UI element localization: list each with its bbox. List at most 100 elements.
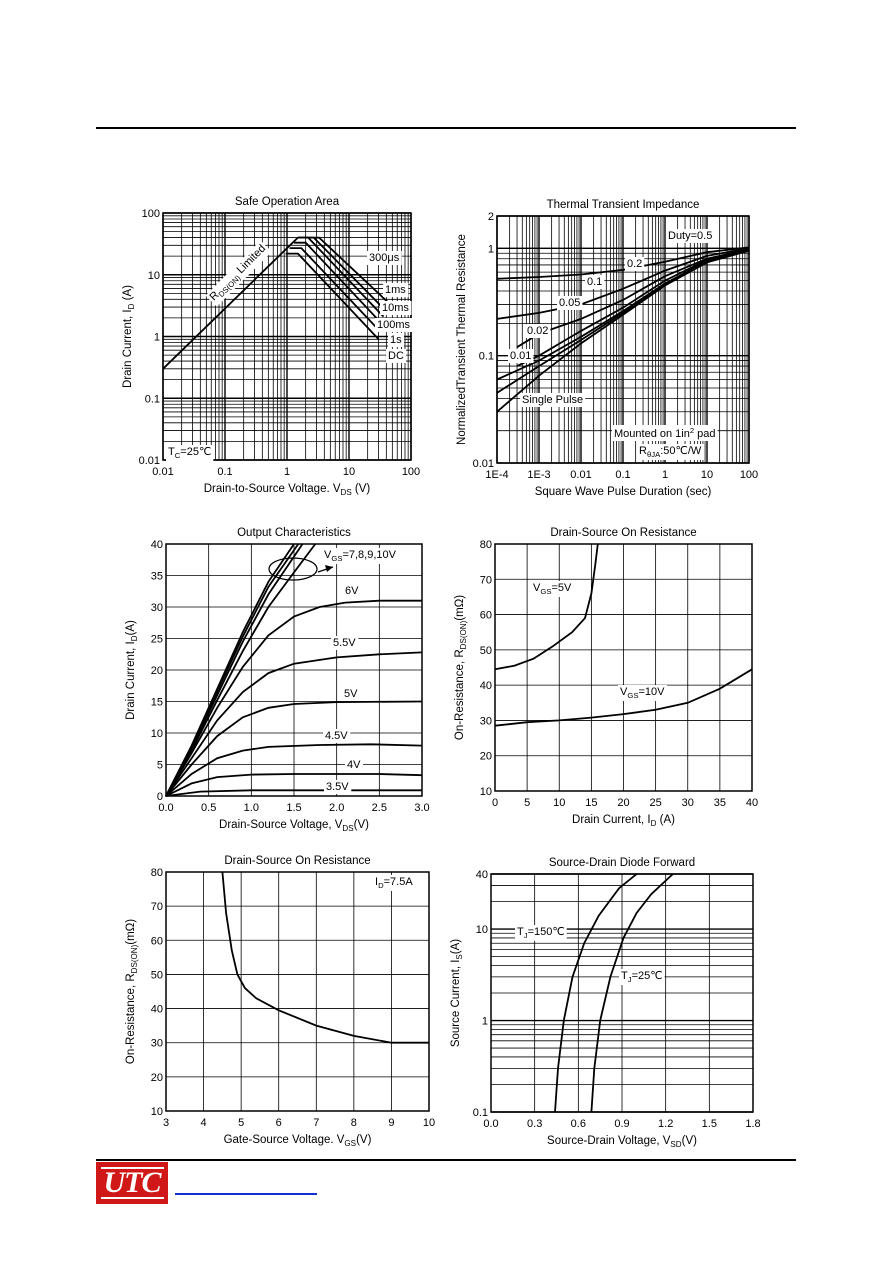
series-group bbox=[221, 871, 429, 1044]
id-label: ID=7.5A bbox=[375, 876, 413, 890]
label-background bbox=[531, 581, 574, 597]
x-tick-label: 1 bbox=[284, 466, 290, 478]
y-tick-label: 40 bbox=[151, 1004, 163, 1016]
label-background bbox=[637, 444, 704, 460]
x-axis-label: Source-Drain Voltage, VSD(V) bbox=[547, 1135, 697, 1149]
x-tick-label: 10 bbox=[553, 797, 565, 809]
series-label: 10ms bbox=[382, 302, 409, 314]
label-background bbox=[388, 333, 405, 347]
x-tick-label: 10 bbox=[343, 466, 355, 478]
series-label: 5V bbox=[344, 688, 358, 700]
series-label: 0.01 bbox=[510, 350, 531, 362]
label-background bbox=[520, 393, 586, 407]
plot-frame bbox=[165, 871, 430, 1112]
x-tick-label: 6 bbox=[276, 1117, 282, 1129]
series-label: 4.5V bbox=[325, 730, 348, 742]
y-tick-label: 0.1 bbox=[145, 393, 160, 405]
y-tick-label: 60 bbox=[151, 935, 163, 947]
y-tick-label: 40 bbox=[480, 680, 492, 692]
series-line bbox=[297, 236, 385, 318]
label-background bbox=[331, 636, 359, 650]
plot-frame bbox=[494, 543, 753, 792]
series-label: 6V bbox=[345, 585, 359, 597]
label-background bbox=[373, 875, 416, 891]
label-background bbox=[375, 318, 413, 332]
series-label: Duty=0.5 bbox=[668, 230, 712, 242]
y-tick-label: 80 bbox=[151, 867, 163, 879]
series-line bbox=[294, 241, 383, 325]
label-background bbox=[205, 240, 272, 307]
x-tick-label: 0.1 bbox=[615, 469, 630, 481]
x-tick-label: 2.5 bbox=[372, 802, 387, 814]
label-background bbox=[323, 729, 351, 743]
x-tick-label: 100 bbox=[402, 466, 420, 478]
series-label: VGS=10V bbox=[620, 686, 665, 700]
x-tick-label: 3.0 bbox=[414, 802, 429, 814]
series-label: 1s bbox=[390, 334, 402, 346]
chart-soa: 0.01 0.1 1 10 100 0.01 0.1 1 10 100 Safe Operation… bbox=[122, 196, 420, 497]
grid bbox=[165, 543, 423, 797]
utc-logo: UTC bbox=[96, 1162, 168, 1204]
x-tick-label: 0.6 bbox=[571, 1118, 586, 1130]
series-line bbox=[590, 873, 674, 1113]
y-axis-label: Source Current, IS(A) bbox=[450, 939, 464, 1047]
series-group bbox=[496, 246, 750, 413]
x-axis-label: Drain-to-Source Voltage. VDS (V) bbox=[204, 483, 371, 497]
label-background bbox=[367, 251, 402, 265]
x-tick-label: 1E-3 bbox=[527, 469, 550, 481]
x-tick-label: 0.9 bbox=[614, 1118, 629, 1130]
x-tick-label: 0.01 bbox=[152, 466, 173, 478]
x-tick-label: 0.0 bbox=[158, 802, 173, 814]
series-label: 0.1 bbox=[587, 276, 602, 288]
vgs-group-ellipse bbox=[268, 557, 318, 581]
x-tick-label: 0.0 bbox=[483, 1118, 498, 1130]
series-label: 4V bbox=[347, 759, 361, 771]
series-line bbox=[496, 249, 750, 413]
x-tick-label: 1.0 bbox=[244, 802, 259, 814]
y-tick-label: 0.01 bbox=[139, 455, 160, 467]
series-group bbox=[554, 873, 674, 1113]
series-label: TJ=150℃ bbox=[517, 926, 565, 940]
grid bbox=[165, 871, 430, 1112]
chart-thermal: 1E-4 1E-3 0.01 0.1 1 10 100 0.01 0.1 1 2 Thermal Tr… bbox=[456, 199, 758, 498]
y-tick-label: 1 bbox=[482, 1016, 488, 1028]
plot-frame bbox=[490, 873, 754, 1113]
y-tick-label: 1 bbox=[488, 243, 494, 255]
vgs-label: VGS=7,8,9,10V bbox=[324, 549, 397, 563]
x-axis-label: Square Wave Pulse Duration (sec) bbox=[535, 486, 712, 498]
label-background bbox=[625, 257, 645, 271]
series-label: 3.5V bbox=[326, 781, 349, 793]
vgs-arrow-head bbox=[325, 565, 333, 572]
series-line bbox=[289, 247, 381, 333]
mount-note: Mounted on 1in2 pad bbox=[614, 426, 716, 440]
x-tick-label: 1 bbox=[662, 469, 668, 481]
y-tick-label: 50 bbox=[151, 969, 163, 981]
y-tick-label: 30 bbox=[151, 1038, 163, 1050]
x-tick-label: 10 bbox=[701, 469, 713, 481]
y-tick-label: 60 bbox=[480, 610, 492, 622]
chart-rds_vgs: 3 4 5 6 7 8 9 10 10 20 30 40 50 60 70 80 Drain-Source On… bbox=[125, 855, 435, 1148]
series-group bbox=[165, 543, 423, 797]
chart-title: Drain-Source On Resistance bbox=[550, 527, 696, 539]
x-tick-label: 5 bbox=[524, 797, 530, 809]
y-tick-label: 10 bbox=[476, 924, 488, 936]
series-label: DC bbox=[388, 350, 404, 362]
x-tick-label: 3 bbox=[163, 1117, 169, 1129]
series-label: TJ=25℃ bbox=[621, 970, 663, 984]
footer-rule bbox=[96, 1159, 796, 1161]
footer-link-underline[interactable] bbox=[175, 1193, 317, 1195]
series-line bbox=[221, 871, 429, 1044]
y-axis-label: NormalizedTransient Thermal Resistance bbox=[456, 234, 468, 445]
y-axis-label: On-Resistance, RDS(ON)(mΩ) bbox=[454, 595, 468, 740]
series-label: 1ms bbox=[385, 284, 406, 296]
series-line bbox=[165, 543, 317, 797]
label-background bbox=[585, 275, 605, 289]
label-background bbox=[666, 229, 715, 243]
series-label: 300μs bbox=[369, 252, 400, 264]
series-group bbox=[162, 236, 391, 370]
label-background bbox=[619, 969, 665, 985]
y-tick-label: 10 bbox=[480, 786, 492, 798]
y-tick-label: 20 bbox=[151, 665, 163, 677]
x-tick-label: 0.1 bbox=[217, 466, 232, 478]
